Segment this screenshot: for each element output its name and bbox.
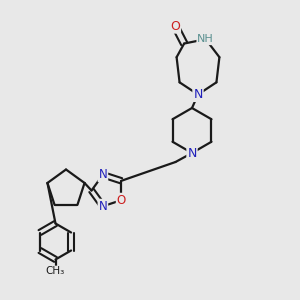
Text: N: N — [193, 88, 203, 101]
Text: CH₃: CH₃ — [46, 266, 65, 277]
Text: N: N — [98, 168, 107, 181]
Text: N: N — [98, 200, 107, 213]
Text: N: N — [187, 146, 197, 160]
Text: O: O — [117, 194, 126, 207]
Text: NH: NH — [197, 34, 214, 44]
Text: O: O — [170, 20, 180, 33]
